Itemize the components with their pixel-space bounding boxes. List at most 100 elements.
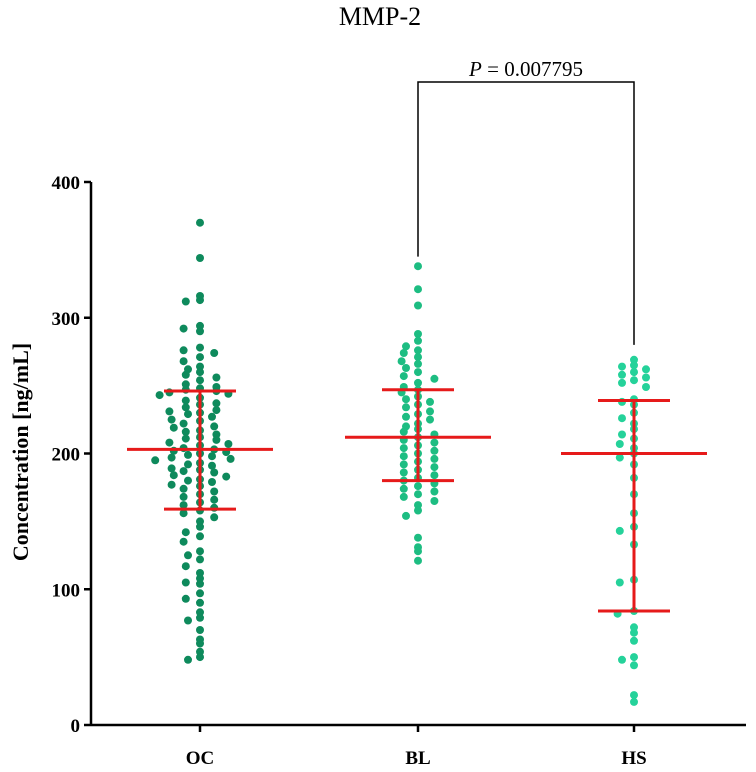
point-BL: [399, 427, 408, 436]
point-OC: [181, 434, 190, 443]
y-tick-label-400: 400: [52, 173, 81, 194]
point-BL: [430, 497, 439, 505]
y-axis-label: Concentration [ng/mL]: [8, 343, 33, 561]
point-BL: [430, 374, 439, 383]
point-BL: [414, 353, 422, 362]
point-OC: [208, 461, 216, 470]
point-HS: [630, 368, 638, 377]
point-BL: [414, 378, 422, 387]
point-OC: [179, 324, 188, 333]
point-BL: [402, 364, 410, 372]
point-OC: [179, 484, 188, 493]
point-BL: [414, 285, 422, 294]
point-BL: [426, 415, 434, 424]
point-BL: [414, 359, 422, 368]
point-HS: [630, 661, 638, 670]
point-OC: [196, 639, 204, 648]
point-BL: [414, 330, 422, 338]
point-BL: [430, 446, 439, 455]
point-BL: [430, 471, 439, 480]
point-BL: [414, 490, 422, 499]
point-HS: [615, 440, 624, 448]
x-tick-label-BL: BL: [405, 748, 430, 769]
y-tick-label-0: 0: [71, 716, 81, 737]
point-BL: [399, 460, 408, 469]
point-OC: [196, 368, 204, 377]
axes: 0 100 200 300 400 OC BL HS: [52, 173, 746, 769]
point-OC: [224, 440, 233, 448]
point-HS: [615, 453, 624, 462]
point-OC: [184, 450, 192, 459]
point-HS: [618, 414, 626, 423]
point-OC: [210, 422, 219, 431]
point-OC: [167, 453, 176, 462]
point-OC: [212, 399, 221, 408]
point-BL: [426, 397, 434, 406]
point-OC: [179, 357, 188, 366]
point-BL: [414, 547, 422, 556]
data-points: [151, 218, 650, 706]
point-HS: [630, 628, 638, 637]
point-OC: [196, 626, 204, 634]
point-OC: [210, 513, 219, 522]
point-BL: [402, 395, 410, 404]
point-OC: [196, 598, 204, 607]
point-HS: [630, 691, 638, 700]
point-OC: [196, 376, 204, 385]
point-BL: [414, 336, 422, 345]
point-OC: [181, 594, 190, 603]
point-BL: [414, 368, 422, 377]
point-OC: [181, 562, 190, 571]
point-OC: [184, 476, 192, 485]
point-OC: [212, 435, 221, 444]
point-OC: [196, 254, 204, 262]
point-OC: [196, 343, 204, 352]
point-OC: [184, 551, 192, 560]
point-OC: [165, 407, 174, 416]
point-OC: [151, 456, 160, 465]
point-OC: [210, 495, 219, 504]
point-HS: [618, 430, 626, 439]
p-value-label: P = 0.007795: [468, 57, 583, 81]
point-OC: [179, 419, 188, 428]
y-tick-label-300: 300: [52, 309, 81, 330]
point-OC: [179, 537, 188, 546]
point-OC: [184, 616, 192, 625]
point-OC: [181, 427, 190, 436]
summary-bars: [127, 388, 707, 613]
point-BL: [414, 262, 422, 271]
point-OC: [169, 471, 178, 480]
point-HS: [618, 378, 626, 387]
y-tick-label-200: 200: [52, 445, 81, 466]
point-OC: [184, 410, 192, 419]
point-BL: [402, 403, 410, 412]
significance-bracket: [417, 81, 635, 345]
point-BL: [399, 452, 408, 461]
point-HS: [642, 373, 650, 382]
x-tick-label-HS: HS: [621, 748, 646, 769]
point-BL: [414, 301, 422, 310]
point-BL: [414, 482, 422, 491]
point-OC: [196, 218, 204, 227]
point-OC: [208, 412, 216, 421]
point-BL: [399, 444, 408, 453]
point-OC: [208, 478, 216, 486]
point-OC: [212, 373, 221, 382]
point-HS: [630, 355, 638, 364]
point-OC: [155, 391, 164, 400]
point-OC: [181, 396, 190, 405]
point-OC: [179, 509, 188, 518]
point-OC: [210, 349, 219, 357]
point-OC: [222, 472, 231, 481]
chart-title: MMP-2: [339, 2, 421, 31]
point-BL: [414, 556, 422, 565]
point-BL: [414, 506, 422, 515]
point-BL: [430, 438, 439, 447]
point-OC: [181, 528, 190, 537]
point-BL: [430, 463, 439, 472]
point-HS: [630, 361, 638, 370]
point-OC: [169, 423, 178, 432]
p-value-text: = 0.007795: [482, 57, 583, 81]
point-BL: [399, 492, 408, 501]
point-BL: [399, 372, 408, 381]
